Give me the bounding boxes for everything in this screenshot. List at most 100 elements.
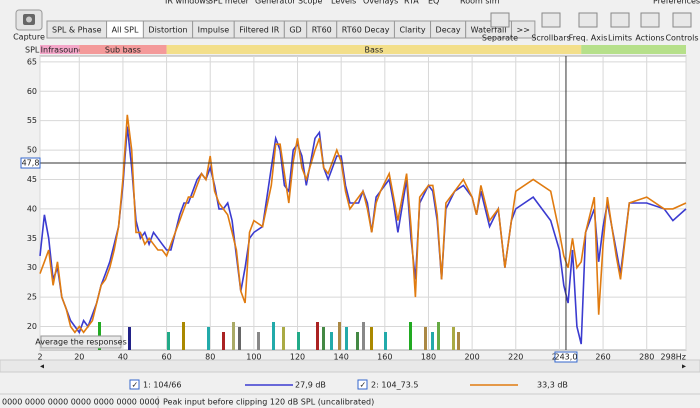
mode-marker	[330, 332, 333, 350]
band	[166, 45, 582, 54]
tab-label[interactable]: GD	[289, 26, 301, 35]
mode-marker	[316, 322, 319, 350]
mode-marker	[384, 332, 387, 350]
y-tick-label: 25	[27, 293, 37, 302]
tab-label[interactable]: Distortion	[148, 26, 187, 35]
x-tick-label: 220	[508, 353, 523, 362]
menu-item[interactable]: IR windows	[165, 0, 210, 6]
mode-marker	[238, 327, 241, 350]
y-tick-label: 20	[27, 322, 37, 331]
y-tick-label: 35	[27, 234, 37, 243]
tab-label[interactable]: Filtered IR	[239, 26, 280, 35]
menu-item[interactable]: Levels	[331, 0, 356, 6]
mode-marker	[257, 332, 260, 350]
mode-marker	[431, 332, 434, 350]
x-tick-label: 200	[464, 353, 479, 362]
mode-marker	[338, 322, 341, 350]
lens	[26, 16, 32, 23]
scroll-left[interactable]: ◂	[40, 362, 44, 371]
mode-marker	[282, 327, 285, 350]
tool-label[interactable]: Freq. Axis	[569, 34, 608, 43]
menu-item[interactable]: Overlays	[363, 0, 398, 6]
cursor-x-label: 243,0	[555, 353, 578, 362]
menu-item[interactable]: RTA	[404, 0, 419, 6]
tool-label[interactable]: Actions	[635, 34, 664, 43]
average-button-label[interactable]: Average the responses	[35, 338, 127, 347]
tab-label[interactable]: Clarity	[399, 26, 425, 35]
mode-marker	[232, 322, 235, 350]
menu-item[interactable]: SPL meter	[208, 0, 250, 6]
tab[interactable]	[510, 20, 536, 39]
mode-marker	[222, 332, 225, 350]
tool-label[interactable]: Limits	[608, 34, 632, 43]
legend-readout: 27,9 dB	[295, 381, 326, 390]
mode-marker	[409, 322, 412, 350]
band	[79, 45, 167, 54]
mode-marker	[370, 327, 373, 350]
x-tick-label: 100	[246, 353, 261, 362]
tool-label[interactable]: Separate	[482, 34, 518, 43]
mode-marker	[322, 327, 325, 350]
scroll-right[interactable]: ▸	[682, 362, 686, 371]
tool-icon[interactable]	[578, 12, 598, 28]
tab-label[interactable]: RT60 Decay	[342, 26, 390, 35]
legend-check: ✓	[360, 381, 367, 390]
tab-label[interactable]: RT60	[312, 26, 332, 35]
mode-marker	[297, 332, 300, 350]
cursor-x-box	[554, 351, 578, 363]
menu-item[interactable]: Preferences	[653, 0, 700, 6]
y-tick-label: 45	[27, 175, 37, 184]
legend-checkbox[interactable]	[129, 379, 140, 390]
average-button[interactable]	[40, 335, 122, 349]
menu-item[interactable]: Scope	[298, 0, 322, 6]
x-tick-label: 140	[334, 353, 349, 362]
tab-label[interactable]: Impulse	[198, 26, 230, 35]
x-tick-label: 120	[290, 353, 305, 362]
x-tick-label: 260	[595, 353, 610, 362]
mode-marker	[424, 327, 427, 350]
tool-icon[interactable]	[640, 12, 660, 28]
plot-area[interactable]	[39, 55, 687, 351]
x-tick-label: 20	[74, 353, 84, 362]
y-tick-label: 50	[27, 146, 37, 155]
band-axis-label: SPL	[25, 46, 40, 55]
tab-label[interactable]: Decay	[436, 26, 461, 35]
band	[581, 45, 686, 54]
x-tick-label: 298Hz	[661, 353, 686, 362]
tab-label[interactable]: SPL & Phase	[52, 26, 102, 35]
menu-item[interactable]: Room sim	[460, 0, 500, 6]
capture-label[interactable]: Capture	[13, 33, 45, 42]
mode-marker	[452, 327, 455, 350]
tab-label[interactable]: >>	[516, 26, 529, 35]
mode-marker	[207, 327, 210, 350]
tool-icon[interactable]	[672, 12, 692, 28]
mode-marker	[457, 332, 460, 350]
menu-item[interactable]: EQ	[428, 0, 439, 6]
menu-item[interactable]: Generator	[255, 0, 296, 6]
tool-icon[interactable]	[541, 12, 561, 28]
tab-label[interactable]: Waterfall	[471, 26, 507, 35]
status-left: 0000 0000 0000 0000 0000 0000 0000	[2, 398, 160, 407]
band-label: Infrasound	[41, 46, 84, 55]
y-tick-label: 40	[27, 204, 37, 213]
x-tick-label: 280	[639, 353, 654, 362]
x-tick-label: 60	[161, 353, 171, 362]
tool-label[interactable]: Scrollbars	[531, 34, 570, 43]
band-label: Bass	[365, 46, 384, 55]
legend-checkbox[interactable]	[357, 379, 368, 390]
tab-label[interactable]: All SPL	[112, 26, 139, 35]
status-message: Peak input before clipping 120 dB SPL (u…	[163, 398, 374, 407]
legend-label[interactable]: 2: 104_73.5	[371, 381, 418, 390]
x-tick-label: 180	[421, 353, 436, 362]
tool-label[interactable]: Controls	[665, 34, 698, 43]
legend-readout: 33,3 dB	[537, 381, 568, 390]
legend-label[interactable]: 1: 104/66	[143, 381, 181, 390]
cursor-y-label: 47,8	[22, 159, 40, 168]
mode-marker	[167, 332, 170, 350]
mode-marker	[362, 322, 365, 350]
scrollbar[interactable]	[0, 359, 700, 373]
tool-icon[interactable]	[610, 12, 630, 28]
tool-icon[interactable]	[490, 12, 510, 28]
